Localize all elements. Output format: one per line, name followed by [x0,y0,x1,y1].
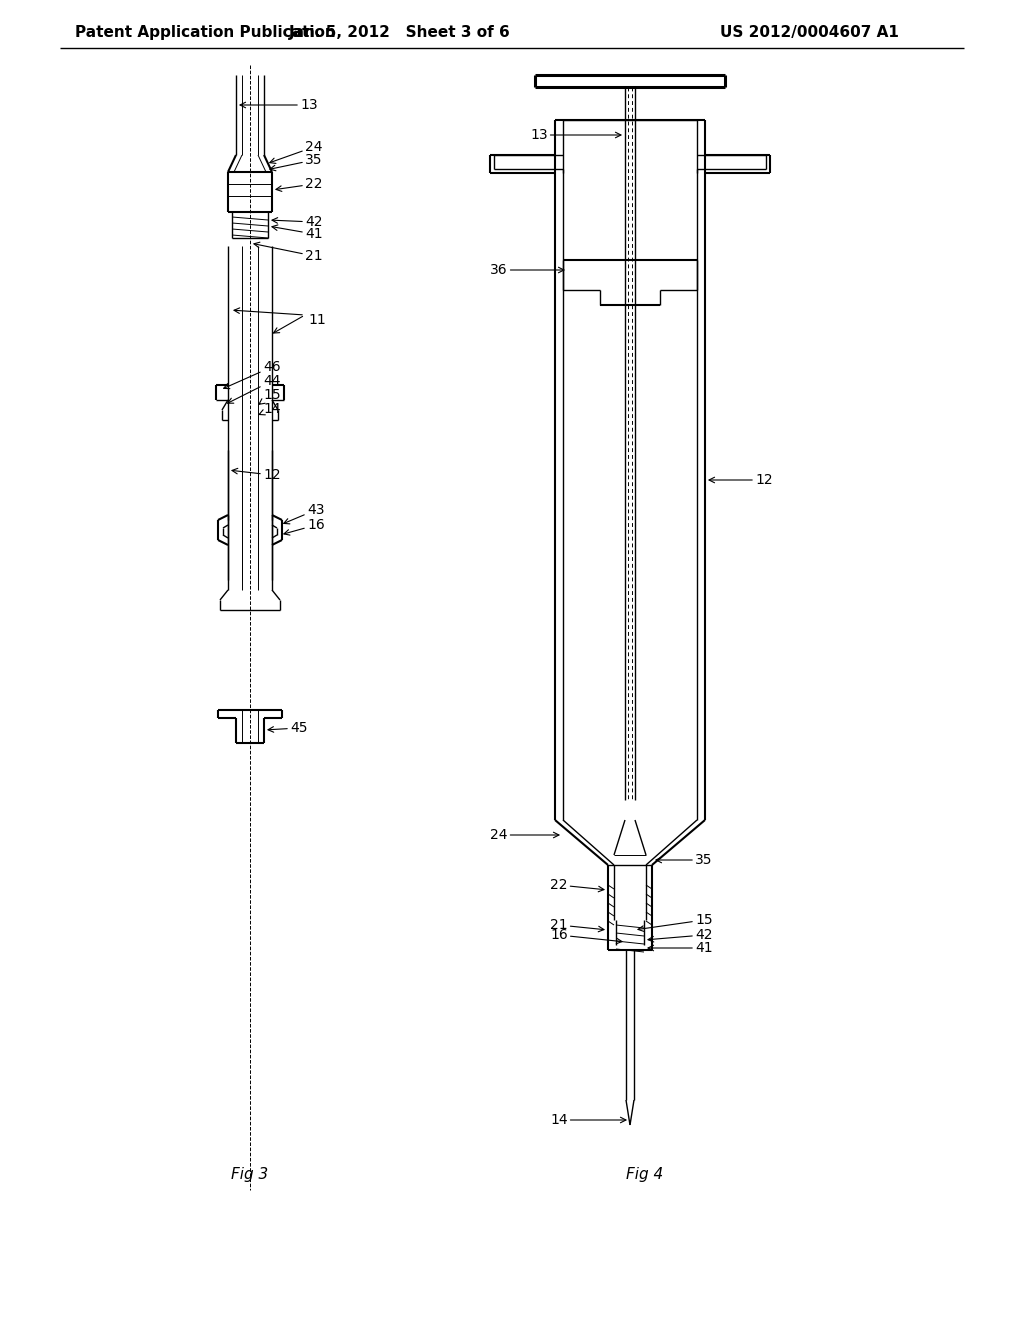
Text: 42: 42 [272,215,323,228]
Text: Patent Application Publication: Patent Application Publication [75,25,336,40]
Text: 41: 41 [272,224,323,242]
Text: 43: 43 [284,503,325,524]
Text: 11: 11 [308,313,326,327]
Text: 21: 21 [550,917,604,932]
Text: 46: 46 [223,360,281,388]
Text: 16: 16 [284,517,325,535]
Text: 14: 14 [259,403,281,416]
Text: 12: 12 [709,473,773,487]
Text: 13: 13 [530,128,621,143]
Text: 35: 35 [270,153,323,170]
Text: 16: 16 [550,928,622,944]
Text: 15: 15 [638,913,713,932]
Text: 15: 15 [259,388,281,404]
Text: 13: 13 [240,98,317,112]
Text: 24: 24 [490,828,559,842]
Text: 44: 44 [227,374,281,403]
Text: 35: 35 [656,853,713,867]
Text: 12: 12 [232,469,281,482]
Text: 24: 24 [269,140,323,164]
Text: 41: 41 [648,941,713,954]
Text: Fig 4: Fig 4 [627,1167,664,1183]
Text: 36: 36 [490,263,564,277]
Text: 42: 42 [648,928,713,942]
Text: Jan. 5, 2012   Sheet 3 of 6: Jan. 5, 2012 Sheet 3 of 6 [289,25,511,40]
Text: Fig 3: Fig 3 [231,1167,268,1183]
Text: 45: 45 [268,721,307,735]
Text: 22: 22 [276,177,323,191]
Text: 22: 22 [550,878,604,892]
Text: US 2012/0004607 A1: US 2012/0004607 A1 [720,25,899,40]
Text: 21: 21 [254,242,323,263]
Text: 14: 14 [550,1113,626,1127]
